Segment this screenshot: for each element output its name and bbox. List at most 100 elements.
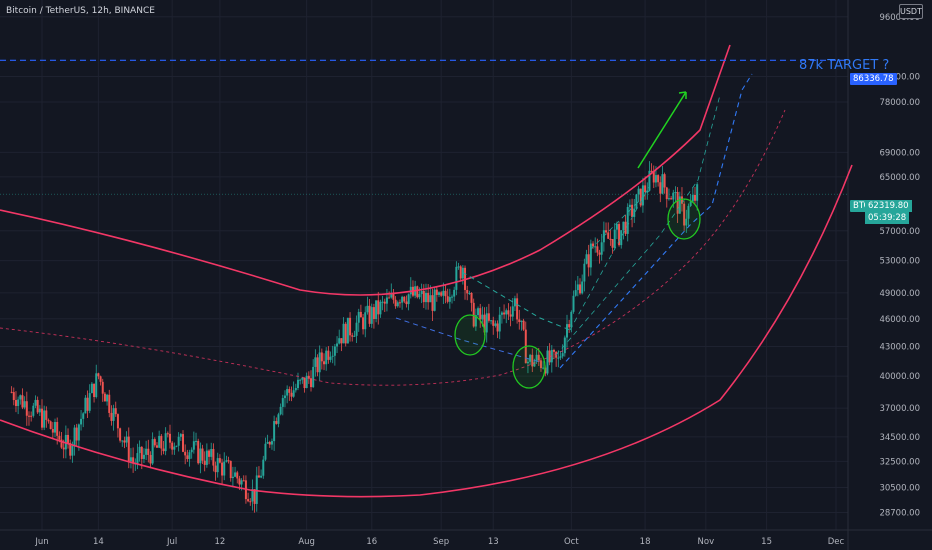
candle xyxy=(266,434,269,444)
candle xyxy=(23,396,26,410)
candle xyxy=(286,385,289,404)
candle xyxy=(520,320,523,331)
candle xyxy=(405,295,408,308)
price-axis[interactable]: 96000.0083000.0078000.0069000.0065000.00… xyxy=(879,13,920,519)
candle xyxy=(210,442,213,461)
candle xyxy=(292,381,295,398)
candle xyxy=(236,470,239,484)
candle xyxy=(14,391,17,413)
candle xyxy=(605,222,608,235)
candle xyxy=(693,186,696,204)
candle xyxy=(45,406,48,428)
candle xyxy=(394,296,397,309)
candle xyxy=(639,188,642,208)
candle xyxy=(323,353,326,371)
candle xyxy=(296,372,299,391)
candle xyxy=(611,239,614,254)
circle-highlight-1 xyxy=(454,314,486,356)
y-tick-label: 78000.00 xyxy=(879,98,920,108)
candle xyxy=(299,378,302,385)
candle xyxy=(487,303,490,323)
candle xyxy=(674,186,677,203)
candle xyxy=(685,209,688,233)
candle xyxy=(84,395,87,414)
candle xyxy=(440,290,443,297)
currency-badge[interactable]: USDT xyxy=(899,4,923,19)
candle xyxy=(529,353,532,366)
candle xyxy=(268,440,271,448)
candle xyxy=(103,391,106,402)
candle xyxy=(652,165,655,189)
candle xyxy=(344,321,347,347)
candle xyxy=(218,454,221,464)
y-tick-label: 28700.00 xyxy=(879,508,920,518)
candle xyxy=(420,283,423,304)
y-tick-label: 46000.00 xyxy=(879,315,920,325)
candle xyxy=(95,364,98,399)
candle xyxy=(123,436,126,449)
candle xyxy=(346,317,349,344)
candle xyxy=(188,449,191,467)
candle xyxy=(227,456,230,464)
candle xyxy=(470,292,473,312)
lower-curve xyxy=(0,164,853,498)
candle xyxy=(257,466,260,478)
candle xyxy=(490,319,493,325)
candle xyxy=(251,479,254,511)
candle xyxy=(173,442,176,455)
upper-curve xyxy=(0,44,731,296)
candle xyxy=(416,285,419,299)
candle xyxy=(618,221,621,247)
candle xyxy=(336,336,339,354)
candle xyxy=(27,411,30,426)
candle xyxy=(338,329,341,345)
candle xyxy=(125,431,128,447)
candle xyxy=(17,396,20,415)
candle xyxy=(262,455,265,479)
candle xyxy=(559,351,562,360)
candle xyxy=(379,299,382,318)
y-tick-label: 30500.00 xyxy=(879,483,920,493)
candle xyxy=(147,439,150,463)
candle xyxy=(498,306,501,340)
candle xyxy=(90,381,93,394)
candle xyxy=(110,405,113,426)
candle xyxy=(375,300,378,323)
candle xyxy=(184,444,187,465)
candle xyxy=(275,417,278,425)
candle xyxy=(138,440,141,462)
candle xyxy=(503,304,506,319)
candle xyxy=(385,289,388,312)
candle xyxy=(34,395,37,409)
candle xyxy=(82,412,85,428)
candle xyxy=(303,377,306,393)
candle xyxy=(422,284,425,309)
candle xyxy=(175,445,178,448)
candle xyxy=(41,399,43,431)
candle xyxy=(32,402,35,418)
y-tick-label: 37000.00 xyxy=(879,404,920,414)
candle xyxy=(613,223,616,250)
candle xyxy=(492,316,495,335)
candle xyxy=(546,345,549,376)
time-axis[interactable]: Jun 14 Jul 12 Aug 16 Sep 13 Oct 18 Nov 15 Dec xyxy=(34,537,844,547)
candle xyxy=(223,452,226,481)
candle xyxy=(149,451,152,469)
candle xyxy=(407,293,410,311)
candle xyxy=(69,439,72,460)
candle xyxy=(396,300,399,308)
candle xyxy=(596,238,599,257)
candle xyxy=(659,176,662,203)
candle xyxy=(43,405,46,431)
x-tick-label: Sep xyxy=(433,537,449,547)
x-tick-label: Aug xyxy=(298,537,315,547)
candle xyxy=(472,298,475,328)
candle xyxy=(479,303,482,328)
candle xyxy=(620,230,623,249)
candle xyxy=(67,428,70,449)
candle xyxy=(301,377,304,384)
candle xyxy=(229,460,232,482)
candle xyxy=(409,277,412,299)
